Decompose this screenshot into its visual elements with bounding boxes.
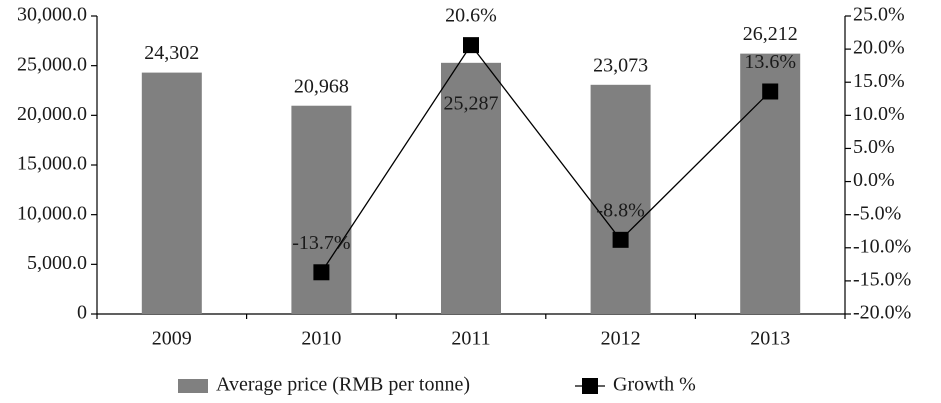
y-tick-label: 10,000.0 bbox=[17, 202, 87, 224]
bar bbox=[590, 84, 651, 314]
y-tick-label: 25,000.0 bbox=[17, 53, 87, 75]
bar-value-label: 26,212 bbox=[743, 23, 798, 45]
y2-tick-label: 0.0% bbox=[853, 169, 895, 191]
x-tick-label: 2012 bbox=[601, 328, 641, 350]
y2-tick-label: 10.0% bbox=[853, 103, 905, 125]
bar-value-label: 25,287 bbox=[444, 92, 499, 114]
legend-label: Average price (RMB per tonne) bbox=[216, 374, 470, 396]
y2-tick-label: 25.0% bbox=[853, 4, 905, 26]
line-marker bbox=[463, 37, 479, 54]
y-tick-label: 30,000.0 bbox=[17, 4, 87, 26]
bar bbox=[291, 105, 352, 314]
y-tick-label: 15,000.0 bbox=[17, 153, 87, 175]
y2-tick-label: 5.0% bbox=[853, 136, 895, 158]
x-tick-label: 2010 bbox=[301, 328, 341, 350]
y2-tick-label: -20.0% bbox=[853, 302, 911, 324]
line-value-label: -8.8% bbox=[596, 199, 644, 221]
y2-tick-label: -5.0% bbox=[853, 202, 901, 224]
line-value-label: 20.6% bbox=[445, 5, 497, 27]
legend-swatch-marker bbox=[582, 378, 598, 394]
y2-tick-label: 15.0% bbox=[853, 70, 905, 92]
bar bbox=[141, 72, 202, 315]
y2-tick-label: -15.0% bbox=[853, 268, 911, 290]
bar-value-label: 20,968 bbox=[294, 75, 349, 97]
line-value-label: -13.7% bbox=[292, 232, 350, 254]
y2-tick-label: -10.0% bbox=[853, 235, 911, 257]
y-tick-label: 20,000.0 bbox=[17, 103, 87, 125]
x-tick-label: 2009 bbox=[152, 328, 192, 350]
line-marker bbox=[762, 83, 779, 100]
bar-value-label: 23,073 bbox=[593, 54, 648, 76]
line bbox=[320, 44, 771, 273]
y2-tick-label: 20.0% bbox=[853, 37, 905, 59]
legend-label: Growth % bbox=[613, 374, 696, 396]
line-marker bbox=[313, 264, 330, 281]
line-value-label: 13.6% bbox=[744, 51, 796, 73]
y-tick-label: 0 bbox=[77, 302, 87, 324]
bar-value-label: 24,302 bbox=[144, 42, 199, 64]
bar bbox=[441, 62, 501, 315]
x-tick-label: 2011 bbox=[451, 328, 490, 350]
x-tick-label: 2013 bbox=[750, 328, 790, 350]
legend-swatch bbox=[178, 379, 208, 393]
line-marker bbox=[612, 231, 629, 248]
y-tick-label: 5,000.0 bbox=[27, 252, 87, 274]
